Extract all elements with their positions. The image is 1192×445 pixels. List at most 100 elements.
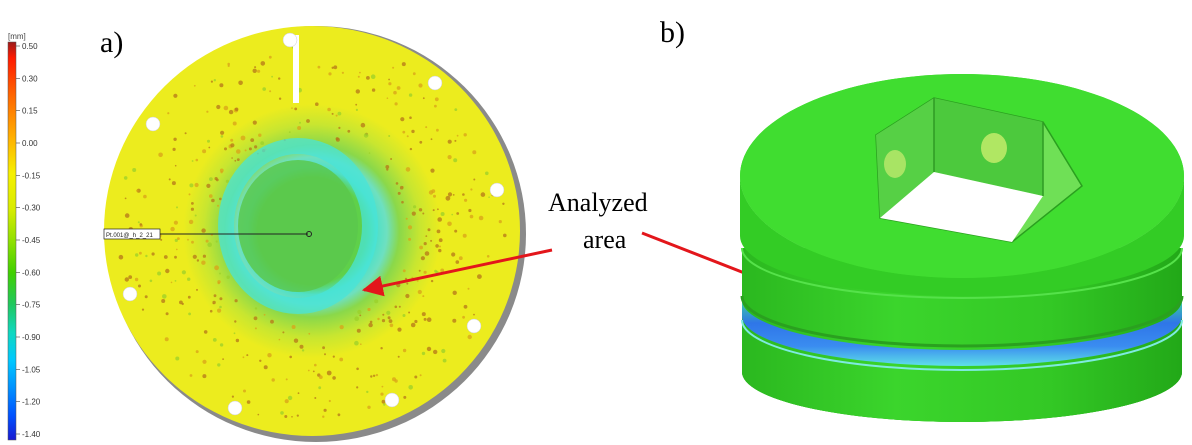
speckle (464, 198, 468, 202)
speckle (388, 135, 391, 137)
speckle (354, 316, 360, 322)
speckle (192, 254, 197, 259)
speckle (254, 327, 257, 330)
speckle (206, 183, 211, 188)
colorbar-tick-label: 0.50 (22, 42, 38, 51)
speckle (470, 188, 473, 191)
speckle (419, 140, 423, 144)
speckle (372, 374, 376, 377)
speckle (408, 237, 412, 241)
speckle (139, 251, 142, 255)
speckle (462, 315, 465, 319)
speckle (366, 76, 370, 80)
speckle (423, 270, 427, 274)
speckle (399, 185, 404, 190)
speckle (234, 299, 238, 303)
speckle (231, 395, 234, 398)
speckle (403, 395, 407, 399)
speckle (143, 194, 147, 199)
speckle (380, 392, 384, 396)
hex-through-opening (880, 172, 1043, 242)
speckle (437, 217, 443, 222)
speckle (368, 152, 371, 154)
speckle (331, 66, 334, 70)
speckle (167, 112, 170, 115)
speckle (328, 72, 332, 76)
speckle (388, 78, 390, 81)
speckle (402, 348, 407, 353)
wall-spot (884, 150, 906, 178)
speckle (421, 312, 426, 317)
bolt-hole (227, 400, 243, 416)
speckle (195, 350, 199, 354)
speckle (405, 167, 411, 172)
speckle (430, 239, 433, 242)
speckle (196, 288, 198, 291)
speckle (440, 212, 445, 216)
speckle (173, 220, 178, 225)
speckle (394, 305, 398, 309)
speckle (420, 256, 425, 261)
speckle (337, 413, 341, 417)
speckle (280, 411, 284, 415)
speckle (175, 356, 180, 361)
speckle (190, 207, 194, 211)
colorbar-tick-label: 0.30 (22, 74, 38, 83)
speckle (202, 254, 206, 258)
panel-a-scan: Pt.001@_h_2_21 (103, 26, 526, 442)
speckle (363, 133, 369, 138)
speckle (436, 229, 441, 234)
speckle (216, 104, 221, 110)
speckle (217, 204, 219, 207)
speckle (222, 358, 225, 360)
speckle (406, 135, 409, 138)
speckle (368, 322, 373, 328)
speckle (418, 208, 423, 212)
speckle (411, 129, 415, 134)
colorbar-tick-label: -0.75 (22, 301, 41, 310)
speckle (338, 126, 341, 129)
speckle (332, 355, 335, 358)
colorbar-tick-label: -0.60 (22, 268, 41, 277)
speckle (473, 178, 476, 181)
speckle (357, 309, 362, 315)
speckle (231, 157, 233, 159)
speckle (454, 229, 458, 233)
speckle (317, 65, 321, 69)
speckle (214, 265, 220, 271)
speckle (259, 359, 262, 362)
speckle (219, 83, 224, 88)
speckle (417, 289, 422, 295)
speckle (355, 103, 358, 106)
speckle (173, 137, 177, 141)
speckle (434, 104, 437, 108)
speckle (453, 158, 458, 163)
speckle (411, 211, 416, 216)
speckle (123, 176, 128, 180)
speckle (439, 245, 441, 248)
speckle (137, 221, 140, 224)
speckle (396, 86, 401, 90)
speckle (202, 359, 207, 364)
speckle (217, 281, 220, 285)
bolt-hole (466, 318, 482, 334)
speckle (360, 343, 362, 346)
speckle (388, 319, 393, 323)
speckle (326, 370, 332, 376)
speckle (357, 75, 360, 78)
speckle (441, 348, 446, 354)
speckle (262, 87, 267, 91)
speckle (236, 149, 241, 154)
speckle (380, 347, 383, 350)
speckle (163, 255, 168, 259)
colorbar-tick-label: -0.15 (22, 171, 41, 180)
speckle (433, 194, 436, 198)
speckle (217, 308, 222, 313)
colorbar-ticks: 0.50 0.30 0.15 0.00 -0.15 -0.30 -0.45 -0.60 -0.7… (16, 42, 41, 439)
speckle (381, 399, 386, 404)
speckle (207, 139, 210, 143)
speckle (427, 228, 431, 232)
speckle (485, 171, 489, 176)
speckle (141, 308, 145, 311)
speckle (425, 126, 428, 129)
